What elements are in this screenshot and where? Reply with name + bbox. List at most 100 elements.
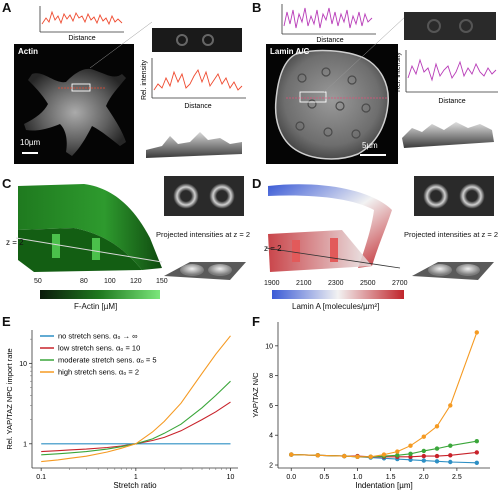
x-tick-label: 0.5	[320, 474, 330, 481]
data-point	[368, 454, 373, 459]
colorbar-lamin	[272, 290, 404, 299]
xlabel: Distance	[184, 103, 211, 110]
data-point	[434, 453, 440, 459]
data-point	[434, 446, 440, 451]
data-point	[434, 424, 440, 429]
x-tick-label: 1.5	[386, 474, 396, 481]
panel-a-zoom-profile: Rel. intensity Distance	[141, 58, 246, 110]
x-tick-label: 0.0	[286, 474, 296, 481]
x-tick-label: 2.0	[419, 474, 429, 481]
actin-cell-shape	[24, 68, 126, 156]
z-label: z = 2	[264, 244, 282, 253]
profile-line	[41, 10, 123, 26]
data-point	[315, 453, 320, 458]
svg-text:Rel. intensity: Rel. intensity	[395, 51, 402, 92]
zoom-rings	[427, 19, 473, 33]
data-point	[421, 434, 426, 439]
panel-b-zoom-profile: Rel. intensity Distance	[395, 50, 498, 105]
scale-bar	[22, 152, 38, 154]
profile-xlabel: Distance	[68, 35, 95, 42]
data-point	[355, 454, 360, 459]
panel-a-top-profile: Distance	[39, 6, 124, 42]
projected-label: Projected intensities at z = 2	[404, 230, 499, 239]
colorbar-label: Lamin A [molecules/µm²]	[292, 302, 380, 311]
series-line-3	[291, 332, 478, 458]
projection-rings	[171, 181, 237, 211]
lamin-label: Lamin A/C	[270, 47, 310, 56]
lamin-surface-render	[402, 122, 494, 148]
actin-3d-model	[15, 184, 163, 272]
data-point	[448, 453, 453, 458]
actin-label: Actin	[18, 47, 38, 56]
legend-label: moderate stretch sens. α₀ = 5	[58, 356, 157, 365]
data-point	[395, 449, 400, 454]
panel-label-c: C	[2, 176, 12, 191]
chart-e-stretch-ratio: 0.1 1 10 1 10 Stretch ratio Rel. YAP/TAZ NPC i…	[5, 330, 238, 490]
colorbar-actin	[40, 290, 160, 299]
svg-text:Distance: Distance	[316, 37, 343, 44]
y-tick-label: 4	[269, 433, 273, 440]
y-tick-label: 1	[23, 441, 27, 448]
legend-label: high stretch sens. α₀ = 2	[58, 368, 139, 377]
ylabel: Rel. intensity	[141, 59, 148, 100]
z-label: z = 2	[6, 238, 24, 247]
y-tick-label: 10	[265, 343, 273, 350]
legend-label: low stretch sens. α₀ = 10	[58, 344, 140, 353]
lamin-projection-surface	[412, 262, 494, 280]
data-point	[448, 459, 453, 465]
colorbar-label: F-Actin [µM]	[74, 302, 118, 311]
y-axis-label: YAP/TAZ N/C	[251, 372, 260, 418]
lamin-zoom-crop	[404, 12, 496, 40]
x-tick-label: 1.0	[353, 474, 363, 481]
y-tick-label: 6	[269, 403, 273, 410]
x-tick-label: 10	[227, 474, 235, 481]
actin-projection-surface	[164, 262, 246, 280]
data-point	[342, 453, 347, 459]
svg-text:Distance: Distance	[438, 98, 465, 105]
y-tick-label: 10	[19, 361, 27, 368]
data-point	[421, 453, 426, 459]
panel-label-f: F	[252, 314, 260, 329]
lamin-projection	[414, 176, 494, 216]
actin-micrograph: Actin 10µm	[14, 44, 134, 164]
panel-label-b: B	[252, 0, 262, 15]
x-axis-label: Indentation [µm]	[355, 481, 413, 490]
projection-rings	[421, 181, 487, 211]
actin-zoom-crop	[152, 28, 242, 52]
scale-bar-label: 10µm	[20, 138, 41, 147]
data-point	[408, 451, 413, 456]
data-point	[289, 452, 294, 457]
data-point	[474, 460, 479, 465]
data-point	[434, 459, 440, 464]
data-point	[408, 443, 413, 448]
data-point	[448, 403, 453, 408]
roi-box	[71, 83, 91, 92]
actin-projection	[164, 176, 244, 216]
y-tick-label: 2	[269, 463, 273, 470]
data-point	[421, 458, 426, 463]
zoom-rings	[176, 34, 214, 46]
data-point	[395, 453, 400, 458]
scale-bar	[360, 154, 386, 156]
x-tick-label: 1	[134, 474, 138, 481]
lamin-micrograph: Lamin A/C 5µm	[266, 44, 398, 164]
actin-surface-render	[146, 132, 242, 158]
x-axis-label: Stretch ratio	[113, 481, 157, 490]
data-point	[474, 439, 479, 444]
panel-label-a: A	[2, 0, 12, 15]
series-line-3	[41, 335, 231, 463]
scale-bar-label: 5µm	[362, 141, 378, 150]
lamin-3d-model	[265, 184, 401, 272]
data-point	[448, 443, 453, 448]
y-axis-label: Rel. YAP/TAZ NPC import rate	[5, 348, 14, 449]
data-point	[381, 452, 387, 457]
nucleus-shape	[274, 49, 389, 160]
legend-label: no stretch sens. α₀ → ∞	[58, 332, 138, 341]
zoom-connector-lines	[323, 15, 407, 93]
x-tick-label: 2.5	[452, 474, 462, 481]
data-point	[474, 450, 479, 455]
data-point	[421, 448, 426, 454]
y-tick-label: 8	[269, 373, 273, 380]
chart-f-indentation: 0.0 0.5 1.0 1.5 2.0 2.5 2 4 6 8 10 Indentation [µm]…	[251, 322, 490, 490]
panel-label-e: E	[2, 314, 11, 329]
